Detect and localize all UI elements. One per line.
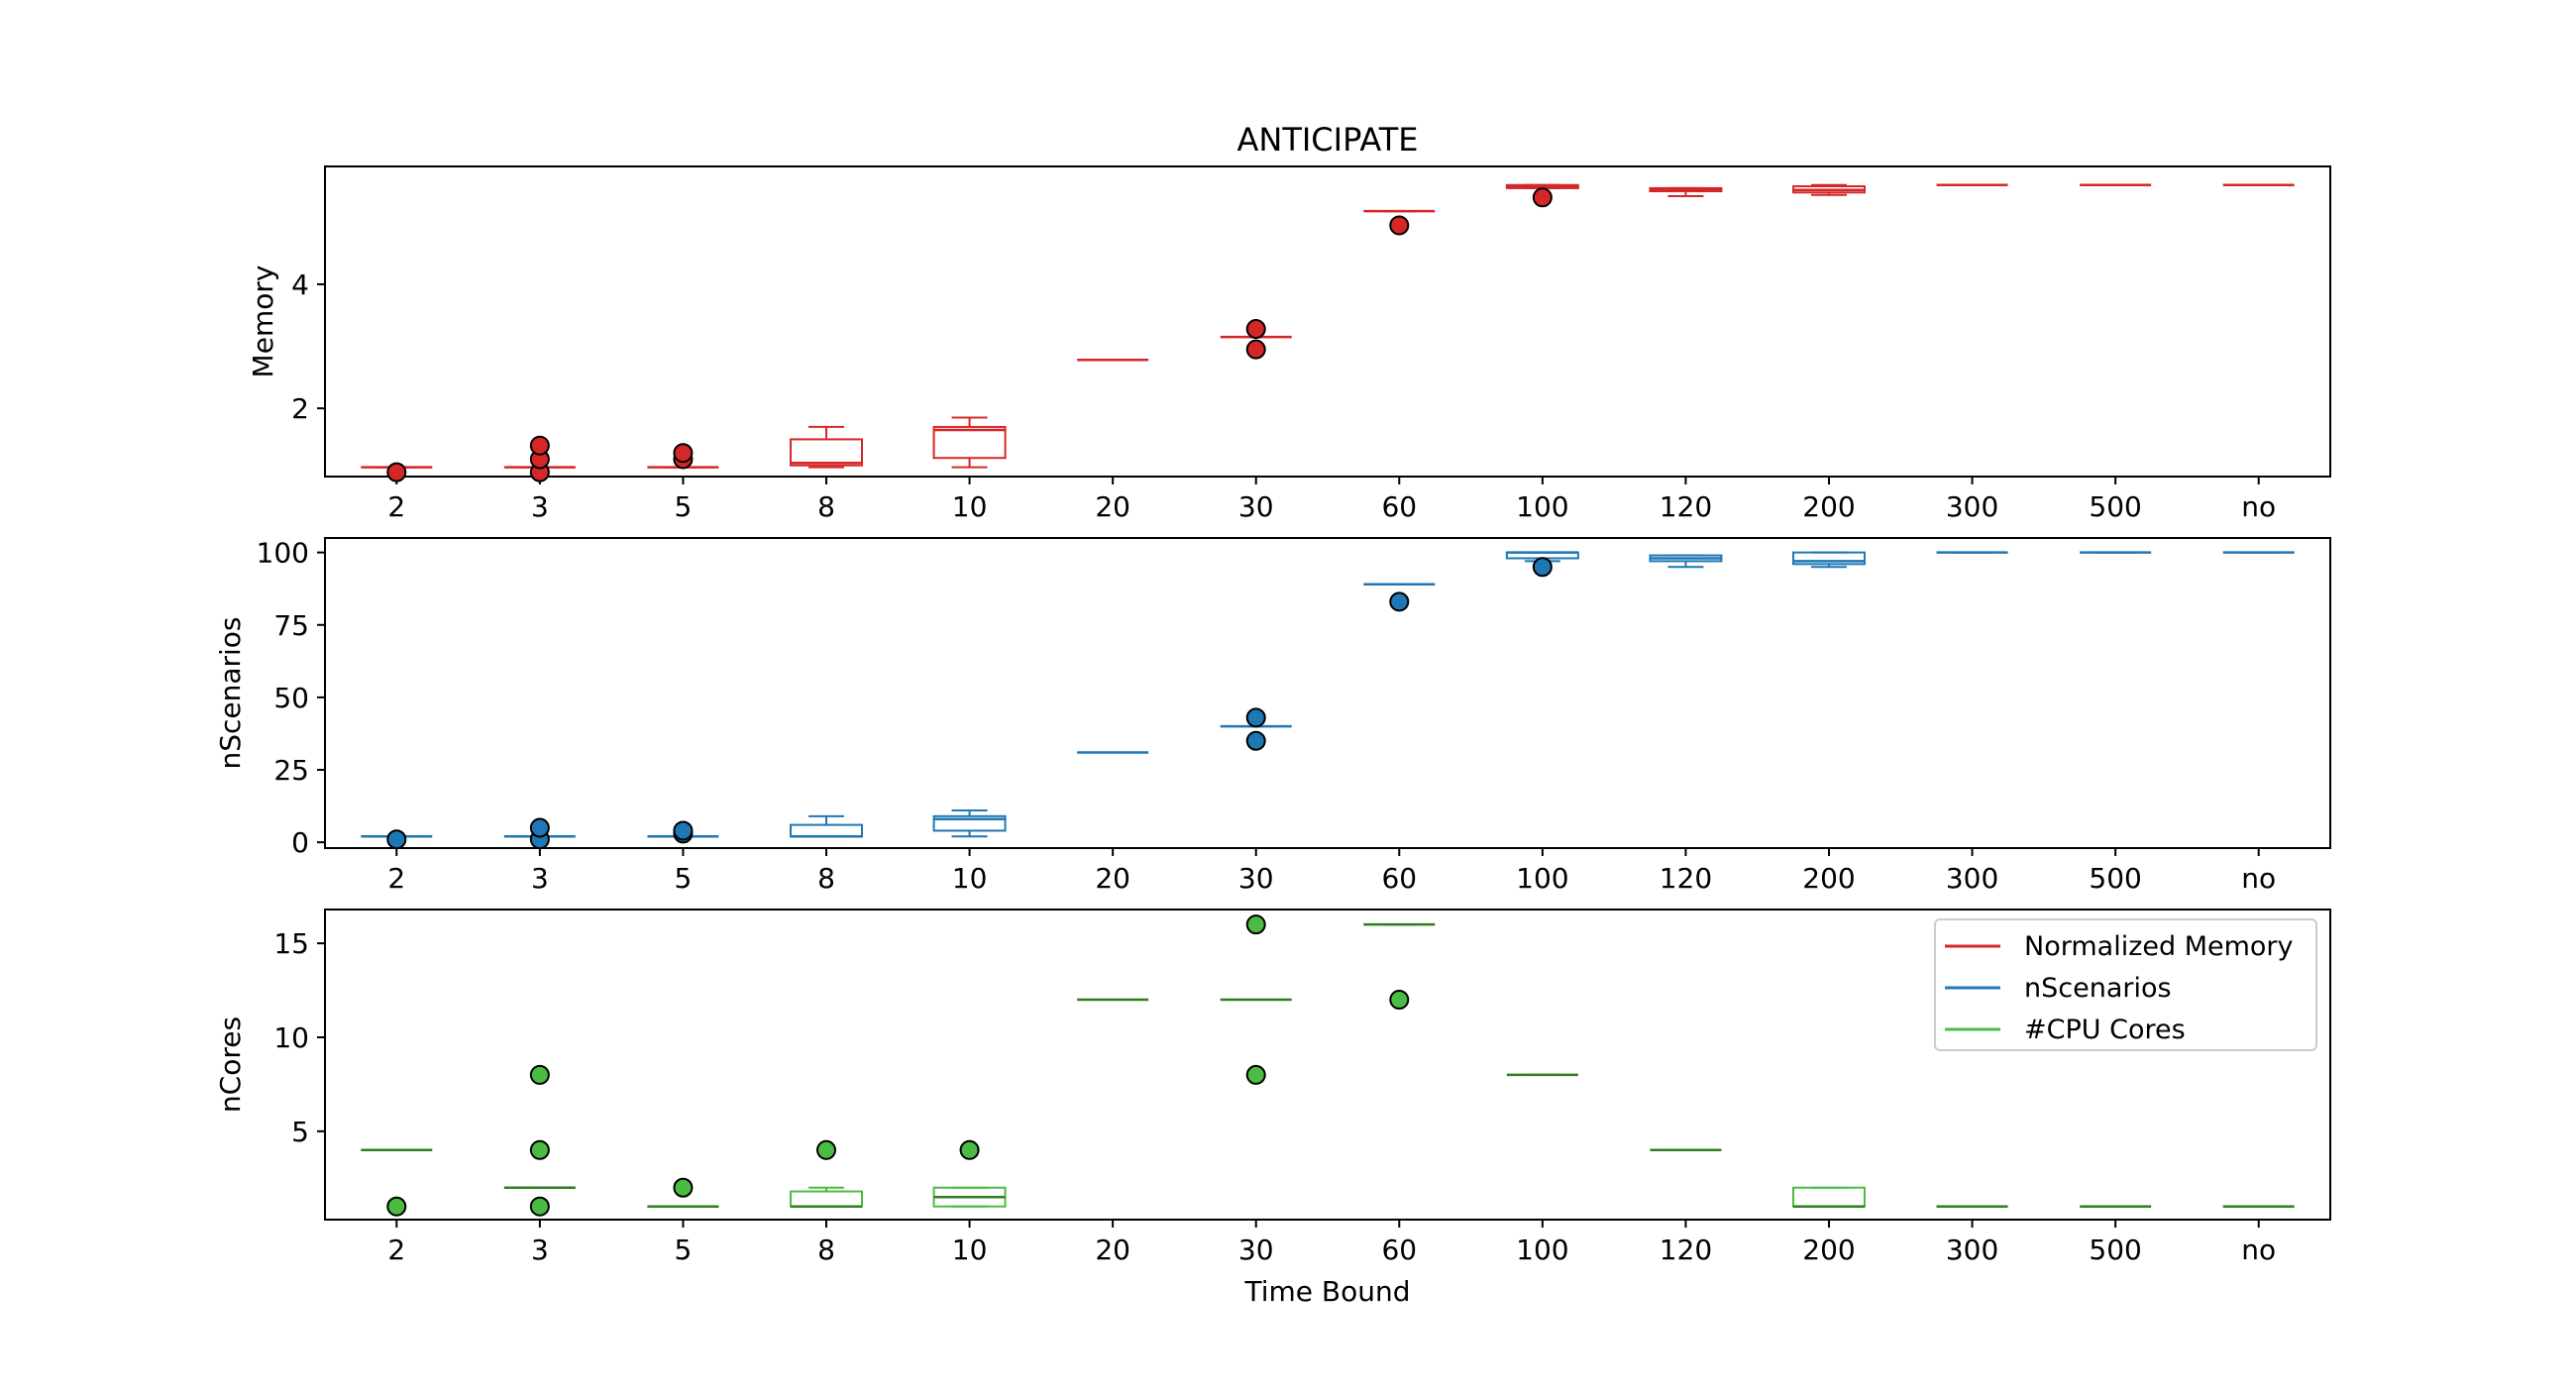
- y-tick-label: 25: [273, 754, 309, 787]
- outlier-point: [529, 817, 550, 838]
- x-tick-label: 200: [1802, 490, 1855, 523]
- outlier-point: [386, 829, 407, 850]
- x-tick-label: 5: [675, 490, 693, 523]
- legend-label: nScenarios: [2024, 973, 2172, 1004]
- x-axis-label: Time Bound: [1243, 1275, 1410, 1308]
- outlier-point: [1532, 557, 1553, 578]
- y-tick-label: 100: [257, 537, 309, 570]
- x-tick-label: 10: [952, 1233, 988, 1266]
- y-axis-label: Memory: [247, 266, 279, 378]
- x-tick-label: 60: [1381, 862, 1417, 895]
- y-tick-label: 50: [273, 682, 309, 714]
- x-tick-label: no: [2241, 490, 2276, 523]
- outlier-point: [386, 1196, 407, 1217]
- x-tick-label: 500: [2089, 862, 2141, 895]
- x-tick-label: 500: [2089, 1233, 2141, 1266]
- box-iqr: [790, 823, 863, 838]
- x-tick-label: 60: [1381, 490, 1417, 523]
- x-tick-label: 2: [387, 1233, 405, 1266]
- box-iqr: [1792, 551, 1866, 566]
- legend-box: [1934, 918, 2317, 1051]
- outlier-point: [1389, 990, 1410, 1011]
- outlier-point: [1389, 215, 1410, 236]
- x-tick-label: 300: [1946, 862, 1998, 895]
- x-tick-label: 20: [1095, 1233, 1130, 1266]
- x-tick-label: 3: [531, 1233, 549, 1266]
- box-iqr: [932, 814, 1007, 832]
- x-tick-label: 2: [387, 490, 405, 523]
- outlier-point: [1389, 591, 1410, 612]
- x-tick-label: no: [2241, 862, 2276, 895]
- y-tick-label: 15: [273, 927, 309, 960]
- x-tick-label: 20: [1095, 862, 1130, 895]
- box-iqr: [932, 425, 1007, 460]
- x-tick-label: 5: [675, 1233, 693, 1266]
- y-tick-label: 10: [273, 1021, 309, 1054]
- plot-frame-2: [324, 909, 2331, 1221]
- x-tick-label: 120: [1660, 1233, 1712, 1266]
- x-tick-label: 100: [1516, 862, 1568, 895]
- x-tick-label: 120: [1660, 862, 1712, 895]
- x-tick-label: 100: [1516, 1233, 1568, 1266]
- legend-label: Normalized Memory: [2024, 931, 2294, 962]
- x-tick-label: 30: [1238, 1233, 1274, 1266]
- x-tick-label: 300: [1946, 1233, 1998, 1266]
- outlier-point: [529, 1139, 550, 1160]
- outlier-point: [1245, 339, 1266, 360]
- x-tick-label: 30: [1238, 490, 1274, 523]
- x-tick-label: 8: [817, 1233, 835, 1266]
- outlier-point: [1245, 730, 1266, 751]
- x-tick-label: 8: [817, 862, 835, 895]
- x-tick-label: 60: [1381, 1233, 1417, 1266]
- x-tick-label: 200: [1802, 1233, 1855, 1266]
- x-tick-label: 300: [1946, 490, 1998, 523]
- outlier-point: [1245, 914, 1266, 935]
- x-tick-label: 3: [531, 490, 549, 523]
- outlier-point: [386, 462, 407, 482]
- x-tick-label: no: [2241, 1233, 2276, 1266]
- outlier-point: [816, 1139, 836, 1160]
- outlier-point: [529, 1064, 550, 1085]
- x-tick-label: 120: [1660, 490, 1712, 523]
- outlier-point: [1245, 707, 1266, 728]
- plot-frame-1: [324, 537, 2331, 849]
- x-tick-label: 20: [1095, 490, 1130, 523]
- box-iqr: [1792, 1186, 1866, 1208]
- outlier-point: [959, 1139, 980, 1160]
- y-tick-label: 2: [291, 392, 309, 425]
- x-tick-label: 5: [675, 862, 693, 895]
- y-tick-label: 4: [291, 268, 309, 301]
- outlier-point: [673, 820, 694, 841]
- x-tick-label: 8: [817, 490, 835, 523]
- x-tick-label: 200: [1802, 862, 1855, 895]
- outlier-point: [529, 1196, 550, 1217]
- plot-frame-0: [324, 165, 2331, 478]
- x-tick-label: 500: [2089, 490, 2141, 523]
- y-tick-label: 75: [273, 609, 309, 642]
- x-tick-label: 10: [952, 862, 988, 895]
- y-tick-label: 0: [291, 826, 309, 859]
- box-iqr: [790, 1190, 863, 1208]
- outlier-point: [1245, 319, 1266, 340]
- x-tick-label: 3: [531, 862, 549, 895]
- y-axis-label: nScenarios: [214, 616, 247, 769]
- chart-title: ANTICIPATE: [1236, 121, 1418, 159]
- x-tick-label: 2: [387, 862, 405, 895]
- outlier-point: [529, 435, 550, 456]
- outlier-point: [673, 1177, 694, 1198]
- outlier-point: [673, 443, 694, 464]
- x-tick-label: 100: [1516, 490, 1568, 523]
- outlier-point: [1532, 187, 1553, 208]
- outlier-point: [1245, 1064, 1266, 1085]
- legend-label: #CPU Cores: [2024, 1015, 2186, 1045]
- x-tick-label: 30: [1238, 862, 1274, 895]
- box-iqr: [790, 438, 863, 467]
- y-tick-label: 5: [291, 1116, 309, 1148]
- y-axis-label: nCores: [214, 1017, 247, 1113]
- x-tick-label: 10: [952, 490, 988, 523]
